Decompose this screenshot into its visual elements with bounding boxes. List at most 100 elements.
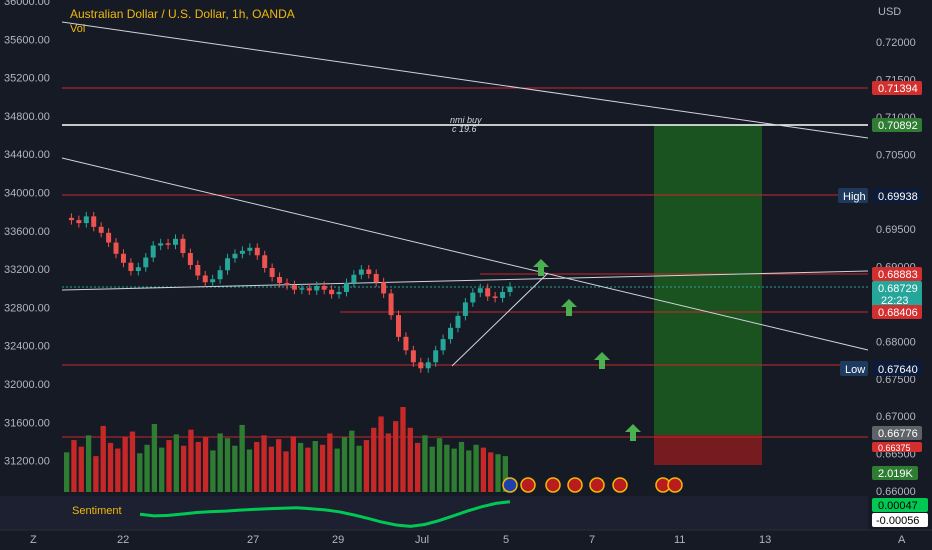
left-axis: 36000.00 35600.00 35200.00 34800.00 34400.00… [4, 0, 50, 468]
candle-body [418, 362, 424, 369]
volume-group [64, 407, 508, 492]
left-axis-tick: 34400.00 [4, 149, 50, 161]
price-tags: 0.71394 0.70892 High 0.69938 0.68883 0.6… [838, 81, 928, 527]
x-axis-corner-right[interactable]: A [898, 534, 906, 546]
candle-body [425, 362, 431, 369]
candle-body [403, 336, 409, 351]
volume-bar [217, 433, 223, 492]
trend-lines [61, 21, 869, 367]
volume-bar [473, 444, 479, 492]
candle-body [195, 265, 201, 276]
right-axis-tick: 0.67500 [876, 374, 916, 386]
x-axis-label: 29 [332, 534, 344, 546]
au-flag-icon [502, 477, 518, 493]
volume-bar [466, 450, 472, 492]
us-flag-icon [567, 477, 583, 493]
candle-body [373, 273, 379, 283]
candle-body [269, 267, 275, 277]
candle-body [277, 276, 283, 283]
right-axis-tick: 0.67000 [876, 411, 916, 423]
candle-body [314, 285, 320, 291]
volume-bar [202, 437, 209, 492]
candle-body [254, 247, 260, 256]
volume-bar [400, 407, 406, 492]
left-axis-tick: 34000.00 [4, 188, 50, 200]
loss-zone [654, 435, 762, 465]
candle-body [366, 269, 372, 274]
candle-body [381, 282, 387, 294]
volume-bar [115, 448, 121, 492]
tag-high-label: High [843, 191, 866, 203]
candle-body [477, 288, 483, 293]
left-axis-tick: 31600.00 [4, 417, 50, 429]
candle-body [500, 291, 506, 298]
candle-body [485, 288, 491, 297]
volume-bar [239, 424, 245, 492]
tag-vol: 2.019K [878, 468, 914, 480]
volume-bar [480, 447, 487, 492]
candle-body [113, 242, 119, 254]
sentiment-pane [0, 496, 868, 530]
candle-body [98, 226, 104, 233]
tag-high: 0.69938 [878, 191, 918, 203]
x-axis-label: Jul [415, 534, 429, 546]
candle-body [291, 285, 297, 290]
volume-bar [122, 437, 128, 492]
trendline-long-descending [61, 21, 869, 139]
volume-bar [129, 431, 136, 492]
volume-bar [78, 446, 84, 492]
candle-body [343, 282, 349, 292]
profit-zone [654, 125, 762, 435]
volume-bar [85, 435, 92, 492]
volume-bar [166, 440, 172, 492]
tag-vol-bg [872, 466, 918, 480]
tag-res-bg [872, 267, 922, 281]
volume-bar [319, 444, 326, 492]
right-axis-tick: 0.72000 [876, 37, 916, 49]
x-axis-label: 5 [503, 534, 509, 546]
candle-body [143, 257, 149, 268]
left-axis-tick: 33200.00 [4, 264, 50, 276]
left-axis-tick: 32000.00 [4, 379, 50, 391]
volume-bar [444, 444, 450, 492]
us-flag-icon [667, 477, 683, 493]
volume-bar [71, 440, 77, 492]
volume-bar [224, 438, 231, 492]
x-axis-panel [0, 530, 932, 550]
annotation-line1: nmi buy [450, 115, 482, 125]
candle-body [336, 291, 342, 295]
volume-bar [371, 427, 377, 492]
left-axis-tick: 36000.00 [4, 0, 50, 8]
tag-sent-pos: 0.00047 [878, 500, 918, 512]
candle-body [150, 245, 156, 258]
candle-body [120, 253, 126, 263]
tag-low-label-bg [840, 361, 868, 376]
candle-body [262, 255, 268, 268]
sentiment-line [139, 500, 511, 528]
volume-bar [327, 433, 333, 492]
tag-red-top: 0.71394 [878, 83, 918, 95]
candle-body [217, 270, 223, 280]
candle-body [507, 286, 513, 292]
trendline-descending [61, 157, 869, 351]
candle-body [239, 250, 245, 254]
tag-gray-bg [872, 426, 922, 440]
volume-bar [173, 434, 179, 492]
candle-body [128, 262, 134, 271]
volume-bar [107, 442, 114, 492]
volume-bar [422, 435, 428, 492]
tag-last: 0.68729 [878, 283, 918, 295]
left-axis-tick: 33600.00 [4, 226, 50, 238]
event-icons [502, 477, 683, 493]
volume-bar [232, 445, 238, 492]
volume-bar [407, 427, 413, 492]
volume-bar [151, 424, 158, 492]
x-axis-corner-left[interactable]: Z [30, 534, 37, 546]
candle-body [180, 238, 186, 254]
volume-bar [363, 440, 370, 492]
x-axis: 22 27 29 Jul 5 7 11 13 [117, 534, 771, 546]
candle-body [91, 216, 97, 227]
vol-label: Vol [70, 23, 85, 35]
candle-body [247, 247, 253, 251]
